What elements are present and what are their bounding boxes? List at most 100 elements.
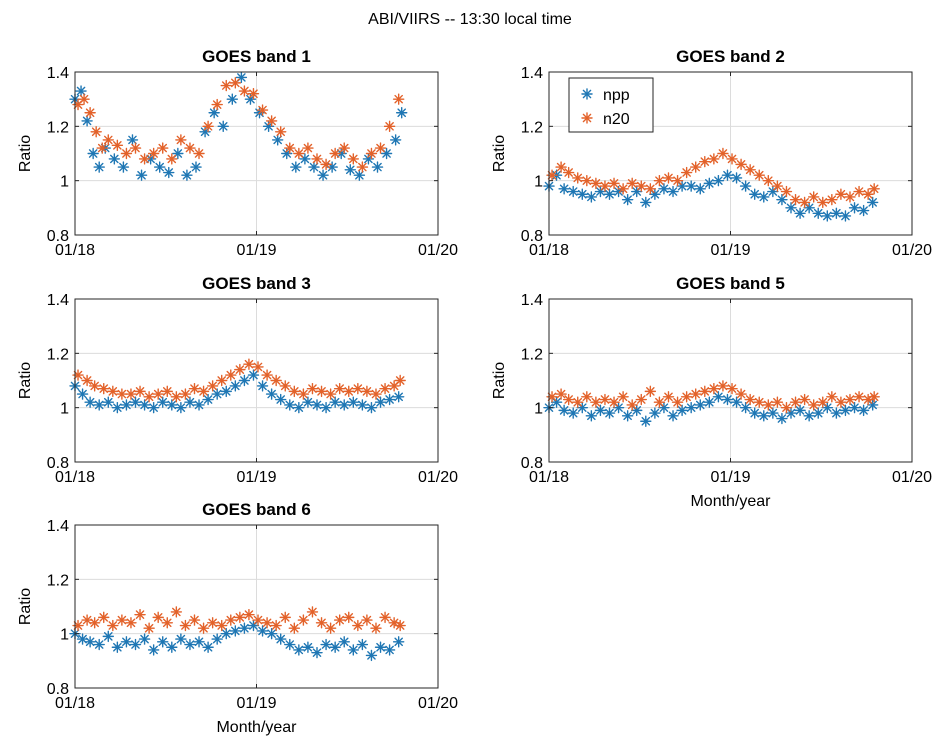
data-point-npp — [120, 399, 133, 411]
data-point-npp — [767, 407, 779, 419]
data-point-npp — [208, 107, 220, 119]
x-axis-label: Month/year — [690, 493, 771, 510]
data-point-n20 — [120, 147, 133, 160]
data-point-n20 — [229, 77, 242, 89]
data-point-npp — [76, 388, 89, 400]
x-tick-label: 01/20 — [892, 242, 932, 259]
data-point-npp — [694, 399, 706, 411]
subplot-4: 0.8 1 1.2 1.4 01/18 01/19 01/20 GOES band 5 Rati… — [491, 274, 932, 510]
x-tick-label: 01/18 — [55, 242, 95, 259]
series-n20 — [72, 77, 405, 173]
data-point-npp — [84, 396, 96, 408]
data-point-n20 — [225, 369, 237, 381]
x-tick-label: 01/19 — [236, 242, 276, 259]
data-point-n20 — [599, 393, 611, 406]
data-point-npp — [256, 380, 269, 392]
data-point-npp — [317, 169, 329, 181]
data-point-n20 — [644, 385, 657, 398]
data-point-npp — [193, 399, 205, 411]
data-point-n20 — [216, 374, 228, 387]
data-point-n20 — [279, 380, 291, 392]
data-point-n20 — [96, 142, 108, 154]
data-point-n20 — [270, 619, 282, 632]
data-point-npp — [271, 134, 284, 146]
data-point-n20 — [116, 614, 128, 626]
data-point-npp — [721, 393, 734, 406]
data-point-n20 — [826, 193, 838, 206]
x-axis-label: Month/year — [216, 719, 297, 736]
x-tick-label: 01/19 — [236, 695, 276, 712]
data-point-n20 — [590, 177, 602, 190]
data-point-n20 — [152, 611, 164, 624]
data-point-npp — [184, 638, 196, 651]
data-point-n20 — [315, 617, 328, 629]
data-point-n20 — [279, 611, 291, 624]
data-point-n20 — [680, 391, 693, 403]
data-point-n20 — [238, 85, 251, 97]
data-point-npp — [129, 396, 142, 408]
data-point-n20 — [125, 388, 137, 400]
data-point-n20 — [608, 177, 620, 190]
data-point-n20 — [717, 380, 729, 392]
data-point-n20 — [143, 622, 155, 634]
data-point-npp — [338, 636, 350, 648]
y-tick-label: 1 — [534, 174, 543, 191]
x-tick-label: 01/18 — [55, 469, 95, 486]
data-point-n20 — [744, 164, 756, 176]
data-point-n20 — [265, 115, 278, 127]
data-point-npp — [153, 161, 166, 173]
data-point-npp — [821, 210, 833, 222]
subplot-title: GOES band 3 — [202, 274, 311, 293]
data-point-npp — [812, 207, 824, 219]
subplot-title: GOES band 6 — [202, 500, 311, 519]
data-point-npp — [866, 196, 879, 209]
data-point-n20 — [170, 606, 183, 618]
data-point-n20 — [84, 107, 96, 119]
y-tick-label: 0.8 — [521, 228, 543, 245]
data-point-n20 — [225, 614, 237, 626]
data-point-n20 — [220, 79, 232, 92]
data-point-npp — [585, 191, 598, 203]
data-point-n20 — [807, 191, 820, 203]
data-point-npp — [220, 385, 232, 398]
y-tick-label: 1 — [60, 174, 69, 191]
data-point-npp — [685, 401, 697, 414]
data-point-npp — [226, 93, 239, 105]
data-point-n20 — [152, 388, 164, 400]
data-point-n20 — [780, 185, 793, 198]
data-point-n20 — [780, 401, 793, 414]
series-npp — [69, 369, 405, 414]
data-point-n20 — [261, 617, 273, 629]
data-point-npp — [721, 169, 734, 181]
data-point-npp — [344, 164, 356, 176]
data-point-npp — [667, 185, 679, 198]
data-point-n20 — [134, 385, 146, 398]
data-point-n20 — [288, 622, 301, 634]
data-point-n20 — [671, 174, 684, 187]
data-point-n20 — [306, 606, 319, 618]
data-point-n20 — [324, 622, 337, 634]
x-tick-label: 01/19 — [710, 469, 750, 486]
data-point-n20 — [147, 147, 160, 160]
data-point-n20 — [608, 396, 620, 408]
data-point-n20 — [270, 374, 282, 387]
series-npp — [69, 619, 405, 662]
data-point-n20 — [352, 619, 364, 632]
data-point-npp — [749, 407, 761, 419]
data-point-npp — [238, 622, 251, 634]
data-point-n20 — [555, 388, 567, 400]
data-point-npp — [848, 401, 861, 414]
data-point-npp — [812, 407, 824, 419]
data-point-n20 — [161, 385, 173, 398]
y-tick-label: 1.4 — [47, 518, 69, 535]
data-point-npp — [594, 404, 607, 417]
data-point-n20 — [370, 622, 382, 634]
data-point-npp — [585, 410, 598, 422]
legend: npp n20 — [568, 77, 654, 133]
data-point-npp — [290, 161, 302, 173]
data-point-n20 — [193, 147, 205, 160]
data-point-n20 — [72, 369, 84, 381]
y-axis-label: Ratio — [491, 362, 508, 399]
data-point-n20 — [243, 358, 255, 370]
data-point-n20 — [211, 98, 223, 111]
